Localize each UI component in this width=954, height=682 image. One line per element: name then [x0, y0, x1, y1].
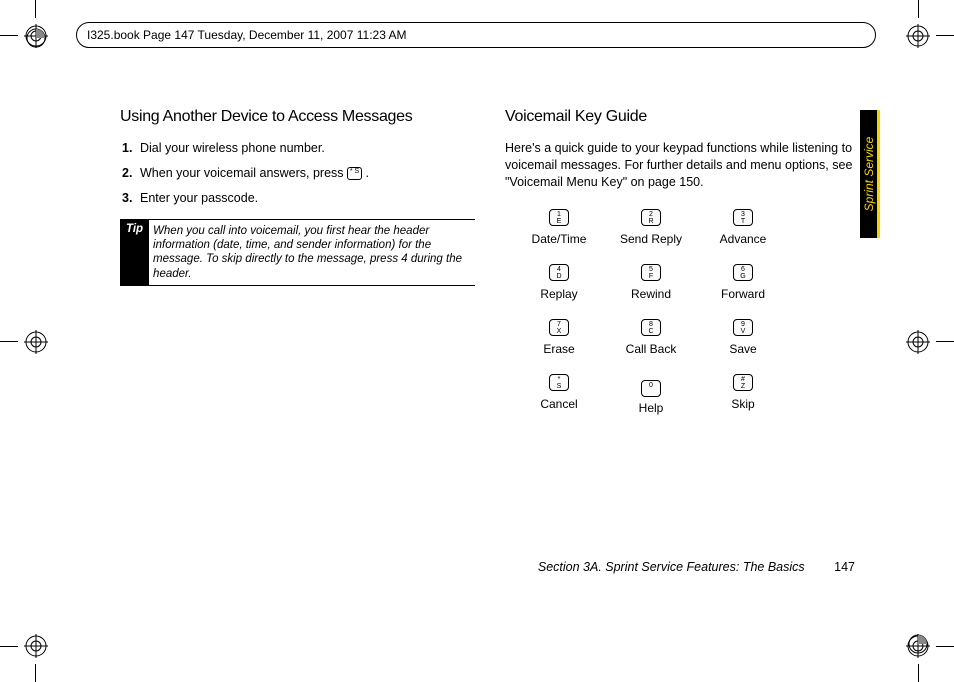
section-tab-label: Sprint Service — [862, 137, 876, 212]
keypad-key-label: Advance — [697, 232, 789, 246]
crop-mark — [918, 0, 919, 18]
step-item: 1. Dial your wireless phone number. — [122, 140, 475, 157]
keypad-key-icon: 2 R — [641, 209, 661, 226]
document-header: I325.book Page 147 Tuesday, December 11,… — [76, 22, 876, 48]
keypad-key-label: Forward — [697, 287, 789, 301]
keypad-key-icon: 0 — [641, 380, 661, 397]
color-swatch-icon — [908, 634, 928, 654]
tip-label: Tip — [120, 219, 149, 287]
keypad-cell: 8 C Call Back — [605, 319, 697, 356]
header-text: I325.book Page 147 Tuesday, December 11,… — [87, 28, 407, 42]
section-tab: Sprint Service — [860, 110, 880, 238]
heading-left: Using Another Device to Access Messages — [120, 108, 475, 126]
step-number: 3. — [122, 190, 132, 207]
keypad-cell: 9 V Save — [697, 319, 789, 356]
keypad-key-icon: 5 F — [641, 264, 661, 281]
keypad-key-icon: 1 E — [549, 209, 569, 226]
keypad-key-icon: 7 X — [549, 319, 569, 336]
star-key-icon: * S — [347, 167, 362, 180]
keypad-cell: * S Cancel — [513, 374, 605, 415]
keypad-key-label: Save — [697, 342, 789, 356]
crop-mark — [936, 35, 954, 36]
crop-mark — [0, 646, 18, 647]
keypad-cell: 7 X Erase — [513, 319, 605, 356]
right-column: Voicemail Key Guide Here's a quick guide… — [505, 108, 860, 415]
keypad-cell: 0 Help — [605, 374, 697, 415]
keypad-key-icon: # Z — [733, 374, 753, 391]
keypad-key-label: Cancel — [513, 397, 605, 411]
keypad-cell: 3 T Advance — [697, 209, 789, 246]
keypad-key-label: Send Reply — [605, 232, 697, 246]
keypad-cell: 6 G Forward — [697, 264, 789, 301]
footer-page-number: 147 — [834, 560, 855, 574]
reg-target-icon — [906, 330, 930, 354]
step-text: Enter your passcode. — [140, 191, 258, 205]
steps-list: 1. Dial your wireless phone number. 2. W… — [122, 140, 475, 207]
crop-mark — [918, 664, 919, 682]
page-body: Using Another Device to Access Messages … — [120, 108, 860, 415]
keypad-cell: 1 E Date/Time — [513, 209, 605, 246]
step-number: 2. — [122, 165, 132, 182]
heading-right: Voicemail Key Guide — [505, 108, 860, 126]
keypad-key-icon: 3 T — [733, 209, 753, 226]
reg-target-icon — [906, 24, 930, 48]
step-number: 1. — [122, 140, 132, 157]
keypad-key-label: Help — [605, 401, 697, 415]
crop-mark — [35, 664, 36, 682]
step-item: 3. Enter your passcode. — [122, 190, 475, 207]
keypad-key-icon: 4 D — [549, 264, 569, 281]
crop-mark — [0, 35, 18, 36]
tip-box: Tip When you call into voicemail, you fi… — [120, 219, 475, 287]
footer-section: Section 3A. Sprint Service Features: The… — [538, 560, 805, 574]
keypad-cell: 4 D Replay — [513, 264, 605, 301]
crop-mark — [35, 0, 36, 18]
crop-mark — [936, 646, 954, 647]
color-swatch-icon — [26, 28, 46, 48]
tip-text: When you call into voicemail, you first … — [149, 219, 475, 287]
page-footer: Section 3A. Sprint Service Features: The… — [120, 560, 855, 574]
keypad-key-label: Rewind — [605, 287, 697, 301]
keypad-key-label: Replay — [513, 287, 605, 301]
crop-mark — [936, 341, 954, 342]
reg-target-icon — [24, 634, 48, 658]
keypad-key-icon: 6 G — [733, 264, 753, 281]
keypad-key-label: Skip — [697, 397, 789, 411]
step-text: When your voicemail answers, press — [140, 166, 347, 180]
intro-text: Here's a quick guide to your keypad func… — [505, 140, 860, 191]
step-text: . — [366, 166, 369, 180]
keypad-key-icon: 9 V — [733, 319, 753, 336]
left-column: Using Another Device to Access Messages … — [120, 108, 475, 415]
keypad-cell: # Z Skip — [697, 374, 789, 415]
step-item: 2. When your voicemail answers, press * … — [122, 165, 475, 182]
crop-mark — [0, 341, 18, 342]
keypad-grid: 1 E Date/Time 2 R Send Reply 3 T Advance 4 D Re… — [513, 209, 860, 415]
keypad-key-label: Erase — [513, 342, 605, 356]
keypad-key-label: Date/Time — [513, 232, 605, 246]
keypad-cell: 5 F Rewind — [605, 264, 697, 301]
reg-target-icon — [24, 330, 48, 354]
keypad-key-icon: * S — [549, 374, 569, 391]
step-text: Dial your wireless phone number. — [140, 141, 325, 155]
keypad-key-label: Call Back — [605, 342, 697, 356]
keypad-key-icon: 8 C — [641, 319, 661, 336]
keypad-cell: 2 R Send Reply — [605, 209, 697, 246]
